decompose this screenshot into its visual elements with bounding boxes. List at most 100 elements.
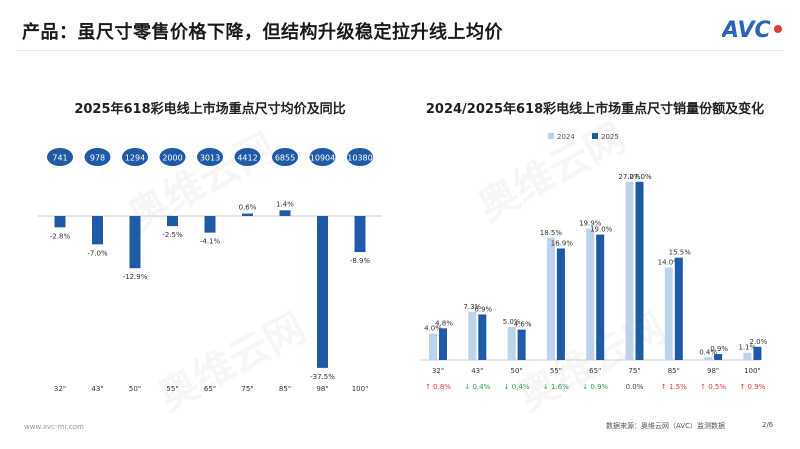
price-bubble: [122, 148, 148, 166]
bar: [167, 216, 178, 227]
category-label: 100": [744, 367, 761, 375]
category-label: 65": [589, 367, 601, 375]
bar-2025: [596, 234, 605, 360]
avg-price-yoy-chart: 741 -2.8% 32" 978 -7.0% 43" 1294 -12.9% 50" 2000 -…: [38, 148, 382, 393]
category-label: 98": [316, 385, 328, 393]
price-label: 10904: [310, 154, 335, 163]
bar-2024: [664, 267, 673, 360]
avc-logo: AVC: [722, 18, 782, 42]
share-change-label: ↓ 0.4%: [504, 383, 530, 391]
bar-value-label: 2.0%: [750, 338, 768, 346]
price-label: 978: [90, 154, 105, 163]
bar: [317, 216, 328, 368]
category-label: 55": [166, 385, 178, 393]
bar-2024: [586, 228, 595, 360]
category-label: 65": [204, 385, 216, 393]
bar: [204, 216, 216, 233]
price-bubble: [309, 148, 336, 166]
category-label: 50": [129, 385, 141, 393]
bar: [242, 213, 253, 216]
bar: [129, 216, 141, 269]
bar-2025: [674, 257, 683, 360]
category-label: 75": [241, 385, 253, 393]
bar-value-label: 5.0%: [503, 318, 521, 326]
share-change-label: ↓ 0.9%: [582, 383, 608, 391]
right-chart-title: 2024/2025年618彩电线上市场重点尺寸销量份额及变化: [425, 102, 765, 117]
price-label: 3013: [200, 154, 220, 163]
sales-share-chart: 2024 2025 4.0%4.8% 32" ↑ 0.8% 7.3%6.9% 43" ↓ 0.…: [420, 133, 768, 391]
price-label: 4412: [237, 154, 257, 163]
category-label: 43": [91, 385, 103, 393]
bar-value-label: 7.3%: [463, 303, 481, 311]
bar-value-label: 4.8%: [435, 319, 453, 327]
category-label: 50": [511, 367, 523, 375]
price-label: 6855: [275, 154, 295, 163]
bar-value-label: -7.0%: [87, 249, 108, 257]
logo-text: AVC: [722, 18, 771, 42]
footer-website: www.avc-mr.com: [24, 423, 84, 431]
price-label: 1294: [125, 154, 145, 163]
category-label: 100": [352, 385, 369, 393]
legend-swatch: [592, 133, 598, 139]
price-label: 2000: [162, 154, 182, 163]
page-number: 2/6: [762, 421, 774, 429]
category-label: 75": [628, 367, 640, 375]
bar-value-label: -8.9%: [350, 257, 371, 265]
category-label: 98": [707, 367, 719, 375]
bar-2024: [429, 333, 437, 360]
bar-value-label: 4.0%: [424, 325, 442, 333]
price-bubble: [159, 148, 186, 166]
category-label: 43": [471, 367, 483, 375]
bar-2024: [625, 181, 634, 360]
bar: [92, 216, 103, 245]
bar-value-label: -37.5%: [310, 373, 335, 381]
price-label: 10380: [347, 154, 372, 163]
bar-2024: [546, 237, 555, 360]
share-change-label: 0.0%: [626, 383, 644, 391]
bar-value-label: 27.0%: [629, 173, 652, 181]
bar-value-label: -4.1%: [200, 238, 221, 246]
category-label: 55": [550, 367, 562, 375]
bar-value-label: -2.8%: [50, 232, 71, 240]
price-bubble: [47, 148, 73, 166]
bar-value-label: 0.6%: [239, 204, 257, 212]
footer-source: 数据来源：奥维云网（AVC）监测数据: [606, 422, 726, 430]
price-bubble: [234, 148, 261, 166]
bar: [279, 210, 291, 216]
share-change-label: ↓ 1.6%: [543, 383, 569, 391]
bar-2025: [439, 328, 447, 360]
bar-2024: [704, 357, 713, 360]
bar-2025: [714, 354, 723, 360]
bar-2025: [556, 248, 565, 360]
share-change-label: ↑ 0.8%: [425, 383, 451, 391]
bar: [54, 216, 66, 228]
bar-value-label: -2.5%: [162, 231, 183, 239]
bar-value-label: 4.6%: [514, 321, 532, 329]
share-change-label: ↑ 1.5%: [661, 383, 687, 391]
page-title: 产品：虽尺寸零售价格下降，但结构升级稳定拉升线上均价: [22, 22, 503, 43]
bar-2025: [517, 329, 526, 360]
category-label: 85": [279, 385, 291, 393]
bar-2025: [635, 181, 644, 360]
bar-value-label: 19.0%: [590, 226, 613, 234]
bar-value-label: 19.9%: [579, 220, 602, 228]
bar-value-label: 16.9%: [551, 239, 574, 247]
category-label: 32": [54, 385, 66, 393]
bar-2025: [478, 314, 487, 360]
price-bubble: [84, 148, 111, 166]
legend-label: 2024: [557, 133, 575, 141]
bar-value-label: 18.5%: [540, 229, 563, 237]
bar-2024: [468, 311, 477, 360]
logo-dot: [774, 25, 782, 33]
price-bubble: [347, 148, 373, 166]
price-bubble: [272, 148, 298, 166]
bar-value-label: 1.1%: [739, 344, 757, 352]
bar-2024: [743, 352, 752, 360]
bar: [354, 216, 366, 253]
bar-value-label: 1.4%: [276, 200, 294, 208]
share-change-label: ↓ 0.4%: [464, 383, 490, 391]
price-label: 741: [52, 154, 67, 163]
price-bubble: [197, 148, 223, 166]
share-change-label: ↑ 0.5%: [700, 383, 726, 391]
bar-value-label: 0.9%: [710, 345, 728, 353]
